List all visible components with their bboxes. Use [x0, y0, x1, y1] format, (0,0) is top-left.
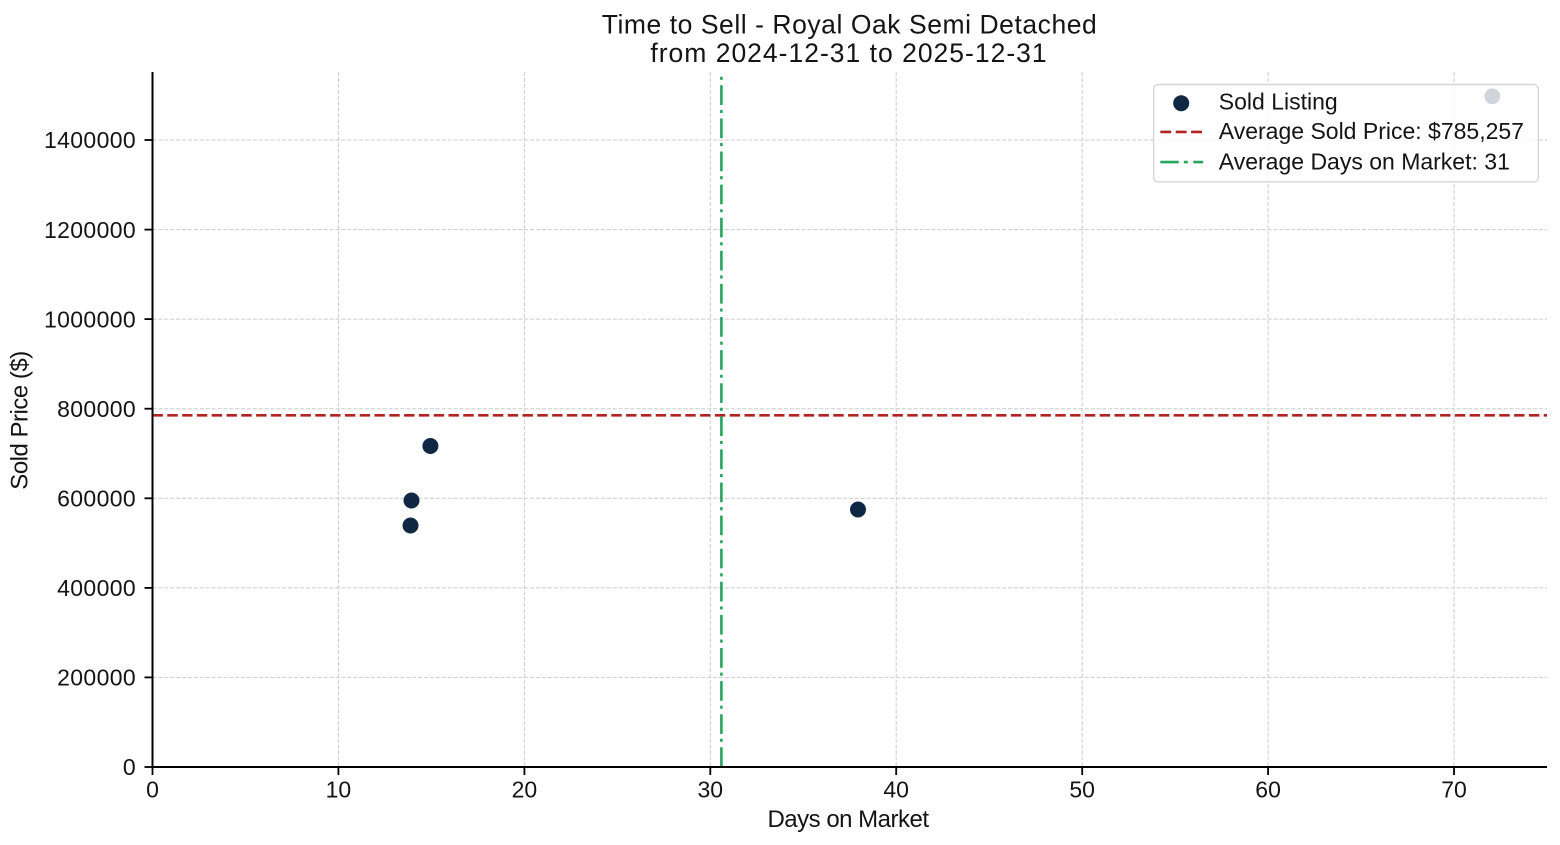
svg-text:40: 40 — [883, 777, 909, 803]
svg-text:800000: 800000 — [57, 396, 136, 422]
svg-text:Average Days on Market: 31: Average Days on Market: 31 — [1219, 148, 1510, 174]
svg-text:1400000: 1400000 — [44, 127, 136, 153]
svg-text:30: 30 — [698, 777, 724, 803]
svg-text:10: 10 — [326, 777, 352, 803]
svg-text:60: 60 — [1255, 777, 1281, 803]
svg-text:400000: 400000 — [57, 575, 136, 601]
svg-text:0: 0 — [146, 777, 159, 803]
svg-text:Time to Sell - Royal Oak Semi: Time to Sell - Royal Oak Semi Detached — [602, 10, 1098, 40]
svg-text:Days on Market: Days on Market — [767, 806, 929, 833]
svg-text:70: 70 — [1441, 777, 1467, 803]
svg-text:50: 50 — [1069, 777, 1095, 803]
svg-text:200000: 200000 — [57, 665, 136, 691]
svg-text:Average Sold Price: $785,257: Average Sold Price: $785,257 — [1219, 118, 1524, 144]
svg-text:1000000: 1000000 — [44, 306, 136, 332]
svg-text:0: 0 — [123, 754, 136, 780]
svg-text:1200000: 1200000 — [44, 217, 136, 243]
svg-text:Sold Price ($): Sold Price ($) — [7, 351, 34, 489]
svg-text:600000: 600000 — [57, 486, 136, 512]
svg-text:20: 20 — [512, 777, 538, 803]
svg-text:from 2024-12-31 to 2025-12-31: from 2024-12-31 to 2025-12-31 — [650, 38, 1047, 68]
svg-text:Sold Listing: Sold Listing — [1219, 88, 1338, 114]
